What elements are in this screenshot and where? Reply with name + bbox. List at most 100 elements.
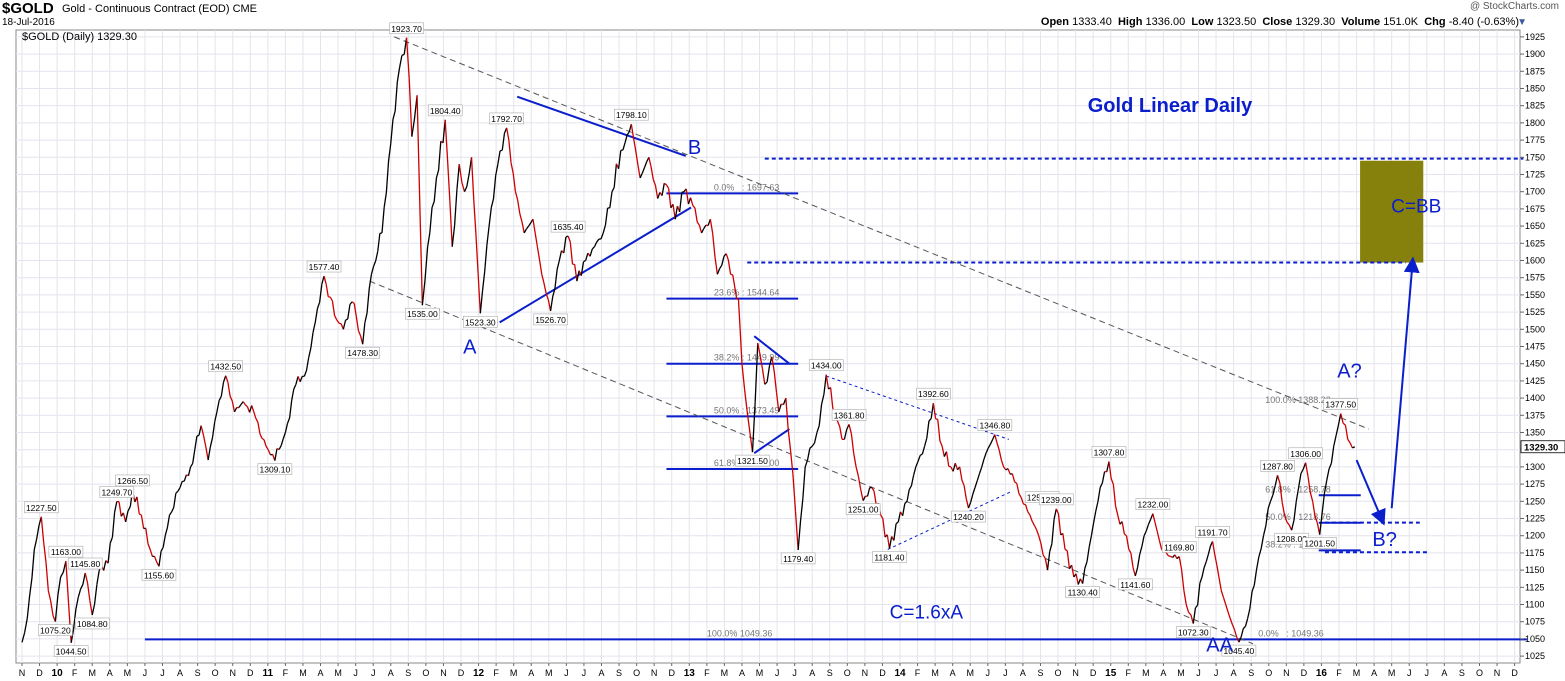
- price-segment: [882, 518, 886, 538]
- price-segment: [444, 119, 449, 160]
- price-segment: [207, 446, 211, 461]
- price-label: 1923.70: [391, 24, 422, 34]
- stockcharts-watermark: @ StockCharts.com: [1469, 1, 1559, 12]
- price-segment: [809, 445, 813, 449]
- price-segment: [466, 173, 470, 187]
- price-segment: [825, 374, 830, 390]
- x-tick-label: S: [195, 668, 201, 678]
- price-segment: [377, 233, 381, 252]
- price-label: 1130.40: [1068, 588, 1098, 598]
- price-segment: [1183, 590, 1187, 605]
- x-tick-label: N: [229, 668, 236, 678]
- x-tick-label: J: [792, 668, 797, 678]
- price-segment: [963, 485, 967, 499]
- price-segment: [1199, 576, 1203, 584]
- price-label: 1075.20: [40, 626, 71, 636]
- price-segment: [265, 445, 269, 451]
- price-label: 1309.10: [259, 465, 290, 475]
- price-segment: [685, 188, 690, 205]
- fib-right-value-label: : 1049.36: [1286, 628, 1324, 638]
- price-segment: [917, 455, 921, 462]
- close-value: 1329.30: [1295, 16, 1336, 28]
- price-segment: [1123, 533, 1127, 537]
- price-segment: [523, 228, 527, 234]
- price-segment: [921, 446, 926, 455]
- price-segment: [1158, 540, 1163, 550]
- close-label: Close: [1262, 16, 1293, 28]
- x-tick-label: D: [1090, 668, 1097, 678]
- price-segment: [40, 516, 45, 543]
- x-tick-label: S: [1037, 668, 1043, 678]
- price-segment: [600, 232, 604, 240]
- price-segment: [804, 459, 809, 468]
- price-segment: [1121, 521, 1125, 535]
- price-segment: [904, 500, 908, 504]
- y-tick-label: 1375: [1525, 410, 1545, 420]
- price-segment: [295, 376, 299, 385]
- price-segment: [401, 53, 405, 57]
- price-segment: [674, 205, 679, 220]
- price-segment: [1258, 548, 1262, 558]
- open-value: 1333.40: [1072, 16, 1112, 28]
- price-segment: [1086, 546, 1090, 562]
- price-segment: [725, 253, 729, 261]
- price-segment: [329, 296, 334, 302]
- trendline: [499, 206, 692, 324]
- price-segment: [602, 225, 607, 234]
- y-tick-label: 1050: [1525, 634, 1545, 644]
- x-tick-label: D: [1511, 668, 1518, 678]
- wave-label: A?: [1337, 360, 1361, 382]
- price-segment: [1297, 473, 1302, 488]
- price-segment: [481, 271, 486, 292]
- y-tick-label: 1650: [1525, 221, 1545, 231]
- price-segment: [149, 549, 154, 557]
- price-segment: [789, 450, 794, 474]
- price-segment: [33, 538, 38, 550]
- fib-left-level-label: 61.8%: [714, 458, 740, 468]
- series-legend: $GOLD (Daily) 1329.30: [22, 31, 137, 43]
- price-label-box: [257, 463, 293, 475]
- price-segment: [976, 473, 981, 481]
- price-label-box: [735, 454, 770, 467]
- price-segment: [1220, 590, 1225, 598]
- price-segment: [1194, 604, 1199, 609]
- price-segment: [1112, 484, 1117, 506]
- chevron-down-icon[interactable]: ▼: [1517, 17, 1527, 28]
- price-segment: [28, 577, 33, 597]
- price-segment: [665, 184, 670, 189]
- price-label-box: [1065, 586, 1100, 598]
- price-segment: [613, 163, 618, 188]
- price-segment: [372, 260, 377, 267]
- price-label: 1392.60: [918, 389, 949, 399]
- price-segment: [1020, 497, 1024, 505]
- y-tick-label: 1725: [1525, 169, 1545, 179]
- price-segment: [759, 355, 764, 369]
- price-segment: [1042, 554, 1046, 559]
- price-segment: [1040, 543, 1044, 556]
- price-segment: [961, 479, 965, 486]
- y-tick-label: 1075: [1525, 617, 1545, 627]
- fib-left-level-label: 23.6%: [714, 288, 740, 298]
- price-label: 1635.40: [553, 222, 584, 232]
- price-segment: [499, 149, 503, 152]
- price-segment: [220, 382, 225, 397]
- price-segment: [305, 357, 310, 371]
- fib-right-value-label: : 1218.76: [1293, 512, 1331, 522]
- price-segment: [103, 560, 107, 571]
- price-segment: [1253, 570, 1258, 586]
- y-tick-label: 1850: [1525, 83, 1545, 93]
- price-segment: [792, 473, 797, 512]
- price-segment: [282, 432, 287, 439]
- x-tick-label: D: [36, 668, 43, 678]
- price-segment: [323, 275, 327, 285]
- x-tick-label: A: [1160, 668, 1166, 678]
- price-label-box: [1323, 398, 1359, 410]
- price-label-box: [1302, 537, 1337, 549]
- price-segment: [1170, 555, 1173, 559]
- price-segment: [880, 514, 884, 520]
- price-segment: [862, 495, 866, 501]
- price-segment: [345, 318, 349, 321]
- price-segment: [709, 219, 714, 234]
- price-segment: [342, 320, 347, 330]
- price-segment: [437, 141, 442, 171]
